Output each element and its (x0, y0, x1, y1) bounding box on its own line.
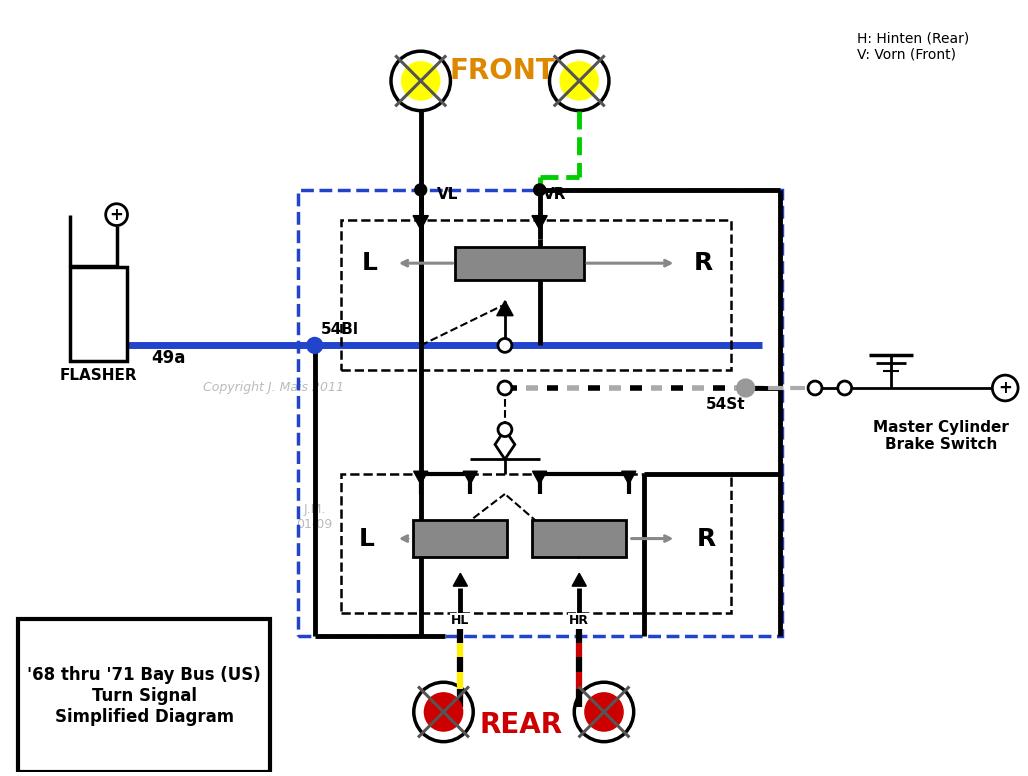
Text: J.M.
01-09: J.M. 01-09 (297, 503, 333, 531)
Polygon shape (531, 216, 547, 230)
Text: VR: VR (543, 187, 566, 203)
Text: FLASHER: FLASHER (60, 368, 138, 383)
Text: VL: VL (437, 187, 458, 203)
Text: H: Hinten (Rear)
V: Vorn (Front): H: Hinten (Rear) V: Vorn (Front) (856, 31, 968, 61)
Polygon shape (573, 573, 586, 586)
Circle shape (992, 375, 1018, 401)
Text: R: R (694, 251, 712, 275)
Circle shape (498, 381, 512, 395)
Text: '68 thru '71 Bay Bus (US)
Turn Signal
Simplified Diagram: '68 thru '71 Bay Bus (US) Turn Signal Si… (28, 667, 261, 726)
Bar (341, 474, 731, 613)
Polygon shape (413, 471, 428, 484)
Bar (17, 618, 270, 772)
Text: Master Cylinder
Brake Switch: Master Cylinder Brake Switch (873, 420, 1008, 452)
Circle shape (838, 381, 851, 395)
Text: R: R (696, 527, 715, 551)
Circle shape (424, 692, 464, 732)
Circle shape (106, 204, 127, 226)
Circle shape (498, 338, 512, 352)
Circle shape (401, 61, 441, 101)
Bar (455, 247, 584, 279)
Circle shape (414, 682, 473, 742)
Polygon shape (622, 471, 636, 484)
Bar (70, 267, 127, 361)
Polygon shape (495, 430, 515, 459)
Text: 49a: 49a (151, 349, 185, 367)
Circle shape (808, 381, 822, 395)
Text: 54St: 54St (706, 397, 745, 412)
Text: Copyright J. Mais 2011: Copyright J. Mais 2011 (203, 382, 343, 394)
Bar (298, 190, 782, 636)
Circle shape (391, 51, 450, 111)
Text: HR: HR (570, 615, 589, 627)
Polygon shape (453, 573, 468, 586)
Text: FRONT: FRONT (449, 57, 555, 85)
Polygon shape (413, 216, 429, 230)
Circle shape (559, 61, 599, 101)
Text: REAR: REAR (479, 711, 562, 739)
Circle shape (584, 692, 624, 732)
Circle shape (414, 184, 427, 196)
Circle shape (737, 379, 755, 397)
Circle shape (498, 423, 512, 437)
Text: 54Bl: 54Bl (321, 322, 359, 337)
Circle shape (575, 682, 633, 742)
Text: L: L (361, 251, 377, 275)
Polygon shape (497, 301, 513, 316)
Polygon shape (464, 471, 477, 484)
Text: HL: HL (451, 615, 470, 627)
Circle shape (534, 184, 546, 196)
Text: L: L (359, 527, 374, 551)
Bar (341, 220, 731, 370)
Polygon shape (533, 471, 547, 484)
Text: +: + (998, 379, 1013, 397)
Circle shape (306, 338, 323, 353)
Circle shape (550, 51, 609, 111)
Bar (533, 520, 626, 557)
Text: +: + (110, 206, 123, 223)
Bar (413, 520, 508, 557)
